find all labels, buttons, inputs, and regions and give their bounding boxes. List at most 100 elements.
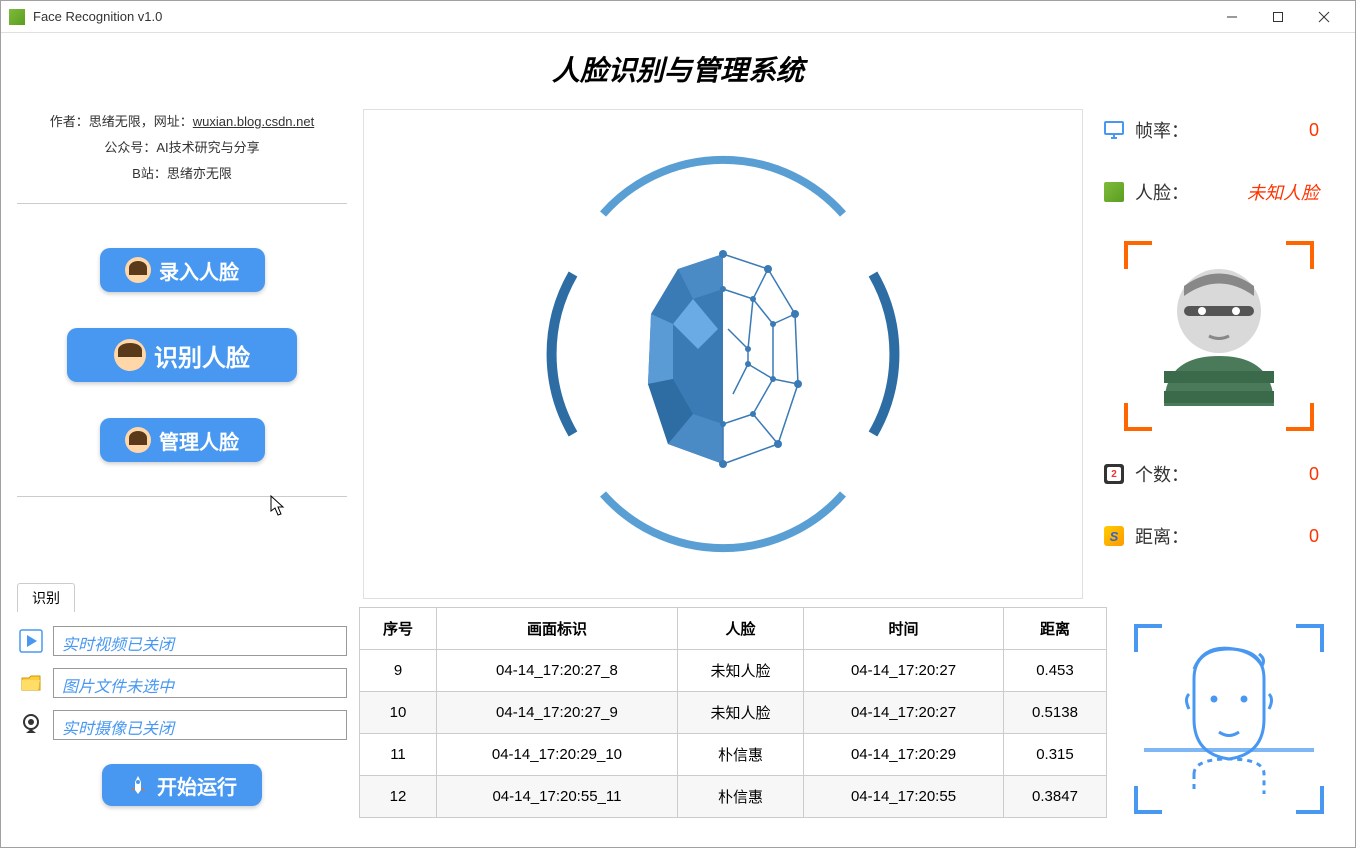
window-controls bbox=[1209, 1, 1347, 33]
image-source-field[interactable]: 图片文件未选中 bbox=[53, 668, 347, 698]
lower-section: 识别 实时视频已关闭 图片文件未选中 实时摄像已关闭 bbox=[17, 607, 1339, 831]
face-graphic-icon bbox=[513, 144, 933, 564]
table-header: 人脸 bbox=[677, 608, 803, 650]
table-header: 画面标识 bbox=[436, 608, 677, 650]
left-panel: 作者：思绪无限，网址：wuxian.blog.csdn.net 公众号：AI技术… bbox=[17, 109, 347, 599]
source-camera: 实时摄像已关闭 bbox=[17, 710, 347, 740]
table-row[interactable]: 1104-14_17:20:29_10朴信惠04-14_17:20:290.31… bbox=[360, 734, 1107, 776]
table-cell: 12 bbox=[360, 776, 437, 818]
tab-recognize[interactable]: 识别 bbox=[17, 583, 75, 612]
folder-icon[interactable] bbox=[17, 669, 45, 697]
table-row[interactable]: 904-14_17:20:27_8未知人脸04-14_17:20:270.453 bbox=[360, 650, 1107, 692]
avatar-icon bbox=[114, 339, 146, 371]
action-buttons: 录入人脸 识别人脸 管理人脸 bbox=[17, 208, 347, 492]
table-cell: 9 bbox=[360, 650, 437, 692]
source-video: 实时视频已关闭 bbox=[17, 626, 347, 656]
rocket-icon bbox=[127, 774, 149, 796]
manage-face-button[interactable]: 管理人脸 bbox=[100, 418, 265, 462]
distance-value: 0 bbox=[1309, 526, 1319, 547]
scan-preview-panel bbox=[1119, 607, 1339, 831]
source-image: 图片文件未选中 bbox=[17, 668, 347, 698]
table-cell: 未知人脸 bbox=[677, 650, 803, 692]
table-row[interactable]: 1204-14_17:20:55_11朴信惠04-14_17:20:550.38… bbox=[360, 776, 1107, 818]
face-label: 人脸： bbox=[1135, 179, 1189, 205]
table-cell: 11 bbox=[360, 734, 437, 776]
divider-2 bbox=[17, 496, 347, 497]
face-value: 未知人脸 bbox=[1247, 179, 1319, 205]
face-preview bbox=[1124, 241, 1314, 431]
scan-line bbox=[1144, 748, 1314, 752]
table-cell: 04-14_17:20:27 bbox=[804, 692, 1004, 734]
table-cell: 0.453 bbox=[1003, 650, 1106, 692]
upper-section: 作者：思绪无限，网址：wuxian.blog.csdn.net 公众号：AI技术… bbox=[17, 109, 1339, 599]
avatar-icon bbox=[125, 427, 151, 453]
results-table-panel: 序号画面标识人脸时间距离 904-14_17:20:27_8未知人脸04-14_… bbox=[359, 607, 1107, 831]
minimize-button[interactable] bbox=[1209, 1, 1255, 33]
maximize-button[interactable] bbox=[1255, 1, 1301, 33]
scan-preview bbox=[1134, 624, 1324, 814]
monitor-icon bbox=[1103, 119, 1125, 141]
avatar-icon bbox=[125, 257, 151, 283]
table-cell: 04-14_17:20:55_11 bbox=[436, 776, 677, 818]
author-wechat: 公众号：AI技术研究与分享 bbox=[17, 135, 347, 161]
table-cell: 未知人脸 bbox=[677, 692, 803, 734]
table-row[interactable]: 1004-14_17:20:27_9未知人脸04-14_17:20:270.51… bbox=[360, 692, 1107, 734]
main-content: 人脸识别与管理系统 作者：思绪无限，网址：wuxian.blog.csdn.ne… bbox=[1, 33, 1355, 847]
stats-panel: 帧率： 0 人脸： 未知人脸 bbox=[1099, 109, 1339, 599]
table-cell: 04-14_17:20:27_8 bbox=[436, 650, 677, 692]
stat-face: 人脸： 未知人脸 bbox=[1103, 179, 1335, 205]
titlebar: Face Recognition v1.0 bbox=[1, 1, 1355, 33]
count-value: 0 bbox=[1309, 464, 1319, 485]
stat-distance: S 距离： 0 bbox=[1103, 523, 1335, 549]
app-title: 人脸识别与管理系统 bbox=[17, 41, 1339, 101]
count-label: 个数： bbox=[1135, 461, 1189, 487]
face-status-icon bbox=[1103, 181, 1125, 203]
author-info: 作者：思绪无限，网址：wuxian.blog.csdn.net 公众号：AI技术… bbox=[17, 109, 347, 199]
play-icon[interactable] bbox=[17, 627, 45, 655]
table-cell: 04-14_17:20:29 bbox=[804, 734, 1004, 776]
run-button[interactable]: 开始运行 bbox=[102, 764, 262, 806]
table-header: 距离 bbox=[1003, 608, 1106, 650]
run-label: 开始运行 bbox=[157, 771, 237, 800]
recognize-label: 识别人脸 bbox=[154, 338, 250, 373]
author-bilibili: B站：思绪亦无限 bbox=[17, 161, 347, 187]
table-cell: 朴信惠 bbox=[677, 734, 803, 776]
manage-label: 管理人脸 bbox=[159, 426, 239, 455]
source-panel: 识别 实时视频已关闭 图片文件未选中 实时摄像已关闭 bbox=[17, 607, 347, 831]
window-title: Face Recognition v1.0 bbox=[33, 9, 1209, 24]
fps-value: 0 bbox=[1309, 120, 1319, 141]
table-cell: 0.5138 bbox=[1003, 692, 1106, 734]
table-cell: 0.315 bbox=[1003, 734, 1106, 776]
table-cell: 04-14_17:20:29_10 bbox=[436, 734, 677, 776]
author-link[interactable]: wuxian.blog.csdn.net bbox=[193, 114, 314, 129]
stat-count: 2 个数： 0 bbox=[1103, 461, 1335, 487]
stat-fps: 帧率： 0 bbox=[1103, 117, 1335, 143]
distance-icon: S bbox=[1103, 525, 1125, 547]
table-cell: 04-14_17:20:27_9 bbox=[436, 692, 677, 734]
table-cell: 04-14_17:20:27 bbox=[804, 650, 1004, 692]
fps-label: 帧率： bbox=[1135, 117, 1189, 143]
results-table: 序号画面标识人脸时间距离 904-14_17:20:27_8未知人脸04-14_… bbox=[359, 607, 1107, 818]
table-header: 时间 bbox=[804, 608, 1004, 650]
source-list: 实时视频已关闭 图片文件未选中 实时摄像已关闭 bbox=[17, 612, 347, 740]
close-button[interactable] bbox=[1301, 1, 1347, 33]
app-icon bbox=[9, 9, 25, 25]
distance-label: 距离： bbox=[1135, 523, 1189, 549]
enroll-label: 录入人脸 bbox=[159, 256, 239, 285]
table-cell: 10 bbox=[360, 692, 437, 734]
webcam-icon[interactable] bbox=[17, 711, 45, 739]
divider-1 bbox=[17, 203, 347, 204]
table-cell: 0.3847 bbox=[1003, 776, 1106, 818]
table-cell: 朴信惠 bbox=[677, 776, 803, 818]
enroll-face-button[interactable]: 录入人脸 bbox=[100, 248, 265, 292]
table-header: 序号 bbox=[360, 608, 437, 650]
tab-strip: 识别 bbox=[17, 583, 347, 612]
app-window: Face Recognition v1.0 人脸识别与管理系统 作者：思绪无限，… bbox=[0, 0, 1356, 848]
camera-source-field[interactable]: 实时摄像已关闭 bbox=[53, 710, 347, 740]
author-prefix: 作者：思绪无限，网址： bbox=[50, 114, 193, 129]
recognize-face-button[interactable]: 识别人脸 bbox=[67, 328, 297, 382]
video-source-field[interactable]: 实时视频已关闭 bbox=[53, 626, 347, 656]
table-cell: 04-14_17:20:55 bbox=[804, 776, 1004, 818]
video-preview bbox=[363, 109, 1083, 599]
count-icon: 2 bbox=[1103, 463, 1125, 485]
